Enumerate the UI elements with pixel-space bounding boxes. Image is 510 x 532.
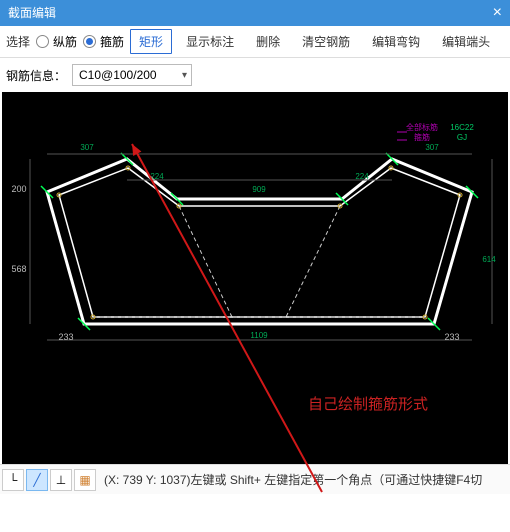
rebar-info-dropdown[interactable]: C10@100/200	[72, 64, 192, 86]
edit-hook-button[interactable]: 编辑弯钩	[364, 30, 428, 53]
window-title: 截面编辑	[8, 0, 56, 26]
radio-dot-icon	[36, 35, 49, 48]
rect-button[interactable]: 矩形	[130, 29, 172, 54]
edit-end-button[interactable]: 编辑端头	[434, 30, 498, 53]
titlebar: 截面编辑 ×	[0, 0, 510, 26]
radio-stirrup-label: 箍筋	[100, 33, 124, 50]
rebar-info-value: C10@100/200	[79, 68, 157, 82]
info-row: 钢筋信息： C10@100/200	[0, 58, 510, 92]
rebar-info-label: 钢筋信息：	[6, 67, 66, 84]
radio-rebar-label: 纵筋	[53, 33, 77, 50]
close-icon[interactable]: ×	[493, 0, 502, 26]
radio-dot-icon	[83, 35, 96, 48]
toolbar: 选择 纵筋 箍筋 矩形 显示标注 删除 清空钢筋 编辑弯钩 编辑端头	[0, 26, 510, 58]
radio-stirrup[interactable]: 箍筋	[83, 33, 124, 50]
canvas-area: 3073072242249092005686142332331109全部标筋16…	[2, 92, 508, 464]
callout-arrow	[2, 92, 508, 532]
annotation-text: 自己绘制箍筋形式	[308, 393, 428, 414]
radio-rebar[interactable]: 纵筋	[36, 33, 77, 50]
delete-button[interactable]: 删除	[248, 30, 288, 53]
select-label[interactable]: 选择	[6, 33, 30, 50]
clear-rebar-button[interactable]: 清空钢筋	[294, 30, 358, 53]
show-dims-button[interactable]: 显示标注	[178, 30, 242, 53]
